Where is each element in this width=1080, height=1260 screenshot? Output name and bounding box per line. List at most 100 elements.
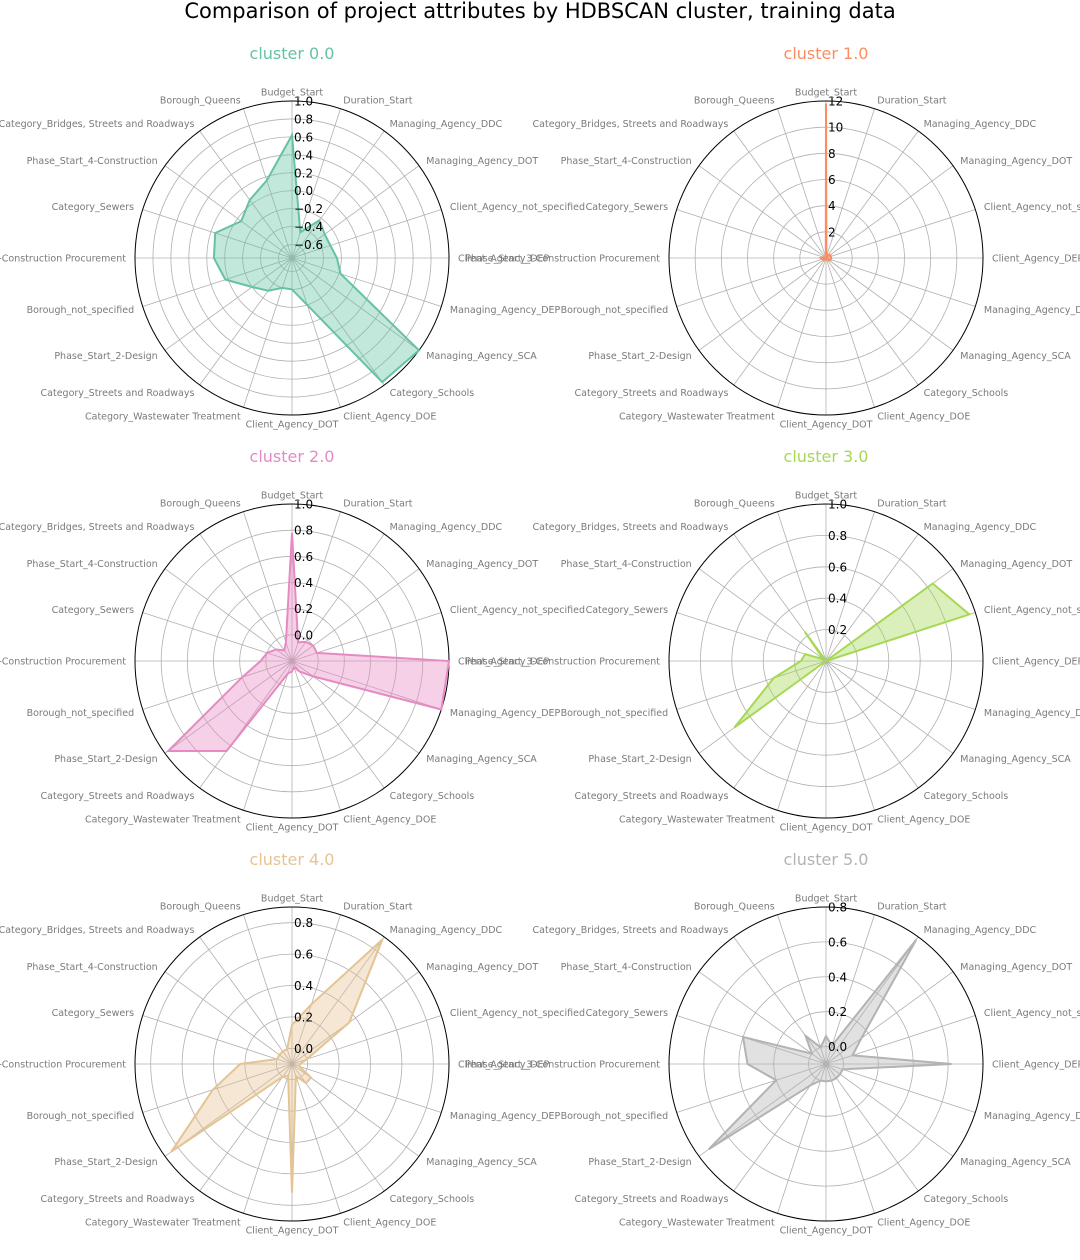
radar-axis-label: Phase_Start_4-Construction	[27, 156, 158, 167]
radar-tick-label: 0.8	[294, 524, 313, 538]
radar-spoke	[825, 1063, 919, 1192]
radar-axis-label: Client_Agency_not_specified	[984, 202, 1080, 213]
radar-axis-label: Phase_Start_4-Construction	[27, 559, 158, 570]
radar-axis-label: Client_Agency_DEP	[992, 1060, 1080, 1071]
radar-spoke	[825, 1015, 976, 1065]
radar-gridline	[152, 118, 432, 398]
radar-axis-label: Duration_Start	[343, 499, 412, 510]
radar-spoke	[291, 165, 420, 259]
radar-axis-label: Category_Bridges, Streets and Roadways	[0, 925, 194, 936]
radar-spoke	[825, 660, 875, 811]
radar-tick-label: 4	[828, 199, 836, 213]
radar-axis-label: Phase_Start_3-Construction Procurement	[0, 657, 126, 668]
radar-series-area	[170, 938, 384, 1193]
radar-spoke	[825, 533, 919, 662]
radar-tick-label: 12	[828, 95, 843, 109]
radar-axis-label: Managing_Agency_DOT	[426, 156, 538, 167]
radar-tick-label: 0.6	[828, 935, 847, 949]
radar-spoke	[698, 568, 827, 662]
radar-axis-label: Category_Streets and Roadways	[575, 1194, 729, 1205]
radar-spoke	[825, 1063, 976, 1113]
radar-tick-label: 0.8	[294, 916, 313, 930]
radar-spoke	[825, 660, 954, 754]
radar-axis-label: Client_Agency_DEP	[992, 657, 1080, 668]
radar-axis-label: Category_Streets and Roadways	[575, 388, 729, 399]
radar-gridline	[794, 629, 858, 693]
radar-tick-label: 0.2	[828, 1005, 847, 1019]
radar-tick-label: 6	[828, 173, 836, 187]
radar-gridline	[738, 976, 914, 1152]
radar-axis-label: Category_Sewers	[586, 1008, 669, 1019]
radar-axis-label: Managing_Agency_DOT	[426, 962, 538, 973]
radar-axis-label: Category_Schools	[390, 1194, 475, 1205]
radar-axis-label: Client_Agency_DEP	[458, 254, 550, 265]
radar-spoke	[164, 257, 293, 351]
radar-tick-label: 0.4	[828, 970, 847, 984]
radar-tick-label: 0.6	[828, 560, 847, 574]
radar-tick-label: 0.0	[294, 1042, 313, 1056]
radar-series-area	[733, 582, 972, 729]
radar-axis-label: Borough_Queens	[160, 96, 241, 107]
radar-axis-label: Phase_Start_2-Design	[54, 351, 157, 362]
radar-axis-label: Phase_Start_3-Construction Procurement	[465, 254, 660, 265]
radar-spoke	[243, 108, 293, 259]
radar-tick-label: 0.2	[828, 623, 847, 637]
panel-title: cluster 5.0	[784, 850, 869, 869]
radar-spoke	[291, 209, 442, 259]
radar-axis-label: Borough_Queens	[160, 499, 241, 510]
radar-axis-label: Managing_Agency_DEP	[984, 305, 1080, 316]
radar-gridline	[265, 634, 319, 688]
radar-axis-label: Client_Agency_DOE	[877, 1217, 970, 1228]
radar-axis-label: Borough_Queens	[160, 902, 241, 913]
radar-spoke	[199, 257, 293, 386]
radar-gridline	[150, 922, 434, 1206]
radar-gridline	[160, 529, 424, 793]
radar-tick-label: 0.4	[294, 148, 313, 162]
radar-axis-label: Borough_not_specified	[561, 305, 669, 316]
radar-gridline	[242, 208, 342, 308]
radar-gridline	[188, 154, 396, 362]
radar-frame	[668, 100, 984, 416]
radar-spoke	[733, 936, 827, 1065]
radar-axis-label: Duration_Start	[343, 902, 412, 913]
radar-tick-label: 0.4	[294, 576, 313, 590]
radar-series-area	[708, 939, 952, 1150]
radar-series-area	[817, 103, 833, 262]
radar-axis-label: Managing_Agency_DOT	[960, 559, 1072, 570]
radar-tick-label: −0.2	[294, 202, 323, 216]
radar-spoke	[676, 612, 827, 662]
radar-axis-label: Category_Sewers	[52, 202, 135, 213]
radar-axis-label: Duration_Start	[877, 499, 946, 510]
radar-spoke	[676, 660, 827, 710]
radar-axis-label: Duration_Start	[343, 96, 412, 107]
radar-axis-label: Category_Streets and Roadways	[41, 388, 195, 399]
radar-axis-label: Borough_not_specified	[27, 1111, 135, 1122]
radar-axis-label: Client_Agency_DOE	[877, 814, 970, 825]
radar-axis-label: Borough_not_specified	[561, 708, 669, 719]
radar-axis-label: Managing_Agency_SCA	[960, 754, 1071, 765]
radar-axis-label: Client_Agency_DEP	[992, 254, 1080, 265]
radar-axis-label: Managing_Agency_DEP	[450, 708, 561, 719]
radar-axis-label: Duration_Start	[877, 96, 946, 107]
radar-tick-label: 0.2	[294, 1010, 313, 1024]
radar-spoke	[291, 257, 385, 386]
radar-axis-label: Budget_Start	[795, 88, 857, 99]
radar-axis-label: Phase_Start_2-Design	[588, 351, 691, 362]
radar-axis-label: Borough_not_specified	[27, 708, 135, 719]
radar-spoke	[291, 257, 420, 351]
radar-axis-label: Category_Bridges, Streets and Roadways	[0, 119, 194, 130]
panel-title: cluster 0.0	[250, 44, 335, 63]
radar-spoke	[825, 1063, 954, 1157]
radar-axis-label: Borough_Queens	[694, 499, 775, 510]
radar-series-area	[165, 532, 451, 752]
radar-axis-label: Category_Wastewater Treatment	[619, 1217, 775, 1228]
radar-gridline	[275, 1047, 309, 1081]
radar-axis-label: Client_Agency_DOE	[343, 411, 436, 422]
radar-axis-label: Phase_Start_3-Construction Procurement	[465, 1060, 660, 1071]
radar-axis-label: Managing_Agency_DEP	[984, 708, 1080, 719]
radar-axis-label: Client_Agency_DOT	[246, 823, 339, 834]
radar-axis-label: Managing_Agency_DEP	[984, 1111, 1080, 1122]
radar-axis-label: Client_Agency_DOE	[343, 814, 436, 825]
